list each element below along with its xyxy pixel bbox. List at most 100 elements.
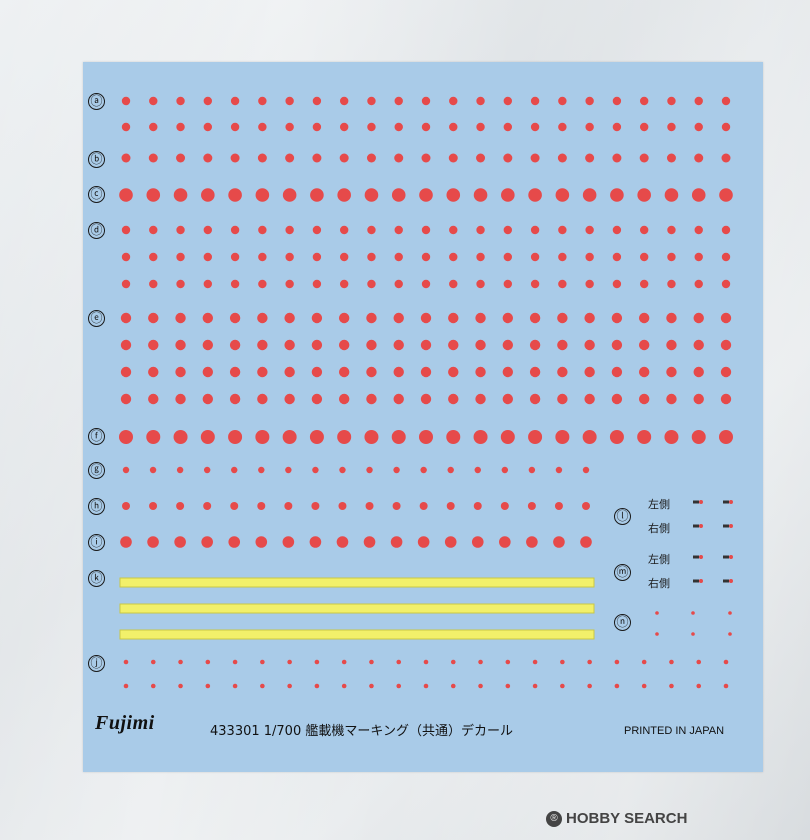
decal-dot-i (282, 536, 295, 548)
decal-dot-j (478, 659, 483, 665)
decal-dot-d (721, 252, 731, 262)
decal-dot-f (419, 430, 433, 444)
decal-dot-i (417, 536, 430, 548)
decal-dot-i (499, 536, 511, 548)
decal-dot-d (367, 252, 376, 262)
decal-dot-d (694, 279, 703, 289)
decal-dot-d (121, 279, 131, 289)
decal-dot-e (693, 339, 704, 351)
decal-dot-e (120, 312, 132, 324)
decal-dot-b (421, 153, 431, 163)
product-title: 433301 1/700 艦載機マーキング（共通）デカール (210, 724, 513, 739)
decal-dot-e (584, 393, 595, 405)
decal-dot-j (505, 683, 511, 689)
hobby-search-watermark: HOBBY SEARCH (566, 810, 688, 827)
decal-dot-n (728, 611, 732, 615)
decal-dot-c (119, 188, 133, 202)
decal-dot-c (555, 188, 570, 202)
decal-dot-f (364, 430, 379, 444)
row-label-m: ⓜ (614, 564, 631, 581)
decal-dot-e (693, 366, 704, 378)
decal-dot-e (611, 366, 623, 378)
decal-dot-e (720, 339, 732, 351)
decal-dot-f (664, 430, 679, 444)
decal-dot-j (696, 683, 702, 689)
decal-dot-d (421, 225, 431, 235)
decal-dot-e (638, 366, 650, 378)
decal-dot-d (121, 252, 131, 262)
decal-dot-d (339, 252, 349, 262)
decal-dot-b (121, 153, 131, 163)
decal-dot-h (203, 502, 212, 510)
decal-dot-e (584, 312, 595, 324)
row-label-h: ⓗ (88, 498, 105, 515)
decal-dot-d (203, 252, 213, 262)
decal-dot-b (612, 153, 622, 163)
decal-dot-e (638, 339, 650, 351)
decal-dot-a (258, 122, 267, 132)
decal-dot-e (557, 312, 568, 324)
decal-dot-i (201, 536, 213, 548)
decal-dot-g (528, 466, 536, 474)
decal-dot-j (505, 659, 511, 665)
decal-dot-e (393, 366, 404, 378)
decal-dot-d (694, 252, 703, 262)
decal-dot-f (446, 430, 461, 444)
decal-dot-c (501, 188, 515, 202)
decal-dot-e (420, 312, 432, 324)
decal-dot-j (614, 683, 620, 689)
decal-dot-e (120, 366, 132, 378)
decal-dot-j (641, 659, 647, 665)
decal-dot-g (393, 466, 400, 474)
decal-dot-b (666, 153, 676, 163)
decal-dot-j (287, 683, 292, 689)
decal-dot-j (205, 683, 211, 689)
decal-dot-e (366, 312, 377, 324)
decal-dot-j (369, 659, 374, 665)
decal-dot-h (446, 502, 455, 510)
decal-dot-a (449, 96, 458, 106)
decal-dot-f (500, 430, 515, 444)
decal-dot-h (473, 502, 482, 510)
decal-dot-e (229, 393, 241, 405)
decal-dot-d (394, 279, 403, 289)
decal-dot-d (503, 225, 513, 235)
decal-dot-g (447, 466, 454, 474)
decal-dot-b (721, 153, 731, 163)
decal-dot-g (474, 466, 481, 474)
decal-dot-e (229, 366, 241, 378)
decal-dot-g (555, 466, 563, 474)
decal-dot-j (178, 683, 183, 689)
decal-dot-e (202, 312, 214, 324)
decal-dot-e (529, 393, 541, 405)
decal-dot-a (394, 122, 403, 132)
decal-dot-j (341, 683, 347, 689)
decal-dot-j (450, 659, 456, 665)
decal-dot-c (228, 188, 242, 202)
decal-dot-n (691, 632, 695, 636)
decal-dot-h (419, 502, 428, 510)
decal-dot-g (122, 466, 130, 474)
decal-dot-d (121, 225, 131, 235)
side-label-l-right: 右側 (648, 522, 670, 535)
decal-dot-h (257, 502, 266, 510)
decal-dot-j (723, 683, 729, 689)
decal-dot-d (176, 225, 185, 235)
decal-dot-g (420, 466, 427, 474)
decal-dot-c (719, 188, 733, 202)
decal-dot-j (560, 659, 565, 665)
decal-dot-d (367, 279, 376, 289)
decal-dot-h (554, 502, 563, 510)
decal-dot-e (366, 366, 377, 378)
decal-dot-a (530, 122, 540, 132)
decal-dot-f (119, 430, 133, 444)
decal-dot-c (691, 188, 706, 202)
decal-dot-a (558, 96, 567, 106)
decal-dot-d (639, 225, 649, 235)
decal-dot-j (614, 659, 620, 665)
decal-dot-j (587, 659, 592, 665)
decal-dot-d (176, 279, 185, 289)
decal-dot-d (530, 225, 540, 235)
decal-dot-e (257, 366, 268, 378)
decal-dot-i (309, 536, 322, 548)
